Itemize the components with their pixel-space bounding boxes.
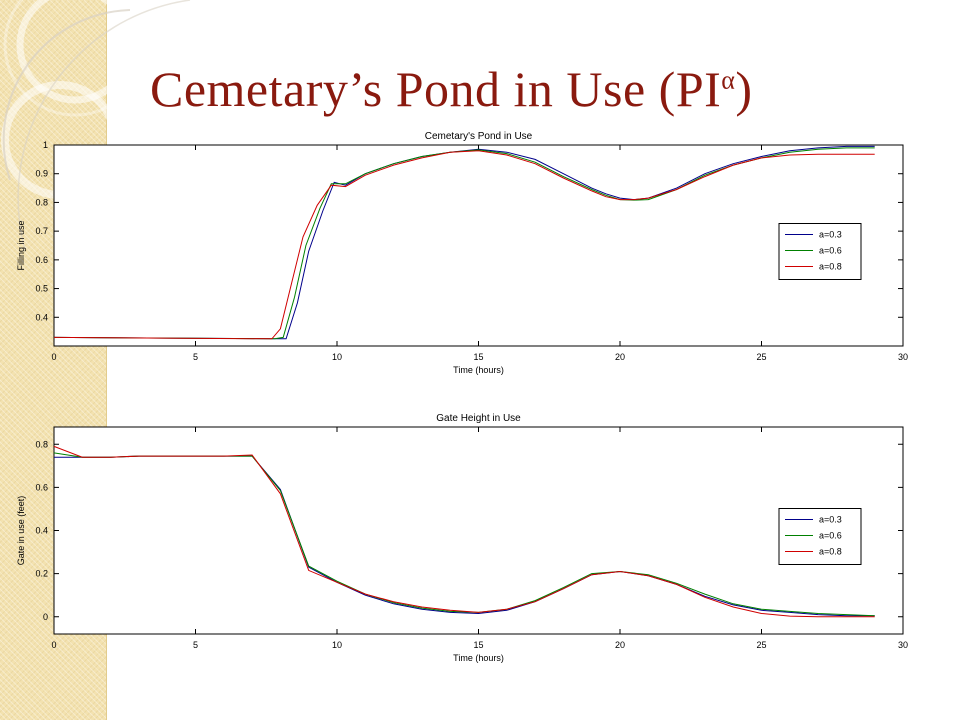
- y-tick-label: 0: [43, 612, 48, 622]
- y-tick-label: 0.2: [35, 569, 48, 579]
- y-tick-label: 0.6: [35, 255, 48, 265]
- y-tick-label: 1: [43, 140, 48, 150]
- legend-label: a=0.3: [819, 230, 842, 240]
- slide-title-superscript: α: [721, 65, 736, 95]
- y-tick-label: 0.8: [35, 439, 48, 449]
- legend-label: a=0.3: [819, 515, 842, 525]
- x-tick-label: 30: [898, 352, 908, 362]
- series-line-a=0.8: [53, 445, 875, 618]
- y-tick-label: 0.5: [35, 284, 48, 294]
- x-tick-label: 20: [615, 640, 625, 650]
- x-tick-label: 0: [51, 352, 56, 362]
- y-tick-label: 0.7: [35, 226, 48, 236]
- legend-box: [778, 508, 862, 565]
- legend-label: a=0.6: [819, 246, 842, 256]
- x-tick-label: 15: [473, 352, 483, 362]
- x-tick-label: 25: [756, 640, 766, 650]
- x-tick-label: 5: [193, 352, 198, 362]
- series-line-a=0.3: [53, 145, 875, 340]
- y-tick-label: 0.4: [35, 312, 48, 322]
- x-tick-label: 30: [898, 640, 908, 650]
- x-tick-label: 0: [51, 640, 56, 650]
- legend-box: [778, 223, 862, 280]
- y-axis-label: Filling in use: [16, 220, 26, 270]
- chart-pond-filling: 0 5 10 15 20 25 30 0.4 0.5 0.6 0.7 0.8 0.9 1 Cemetary'…: [16, 131, 908, 375]
- y-tick-label: 0.9: [35, 169, 48, 179]
- x-axis-label: Time (hours): [453, 653, 504, 663]
- x-tick-label: 5: [193, 640, 198, 650]
- chart-title: Gate Height in Use: [436, 413, 521, 424]
- legend-label: a=0.8: [819, 262, 842, 272]
- y-axis-label: Gate in use (feet): [16, 496, 26, 566]
- x-tick-label: 20: [615, 352, 625, 362]
- y-tick-label: 0.6: [35, 482, 48, 492]
- x-tick-label: 15: [473, 640, 483, 650]
- x-tick-label: 10: [332, 352, 342, 362]
- y-tick-label: 0.4: [35, 526, 48, 536]
- chart-title: Cemetary's Pond in Use: [425, 131, 533, 142]
- chart-gate-height: 0 5 10 15 20 25 30 0 0.2 0.4 0.6 0.8 Gate Height in …: [16, 413, 908, 663]
- x-axis-label: Time (hours): [453, 365, 504, 375]
- slide-title: Cemetary’s Pond in Use (PIα): [150, 60, 870, 118]
- slide-title-text: Cemetary’s Pond in Use (PI: [150, 61, 722, 117]
- x-tick-label: 25: [756, 352, 766, 362]
- slide-title-end: ): [735, 61, 753, 117]
- y-tick-label: 0.8: [35, 197, 48, 207]
- legend-label: a=0.6: [819, 531, 842, 541]
- legend-label: a=0.8: [819, 547, 842, 557]
- series-line-a=0.8: [53, 150, 875, 340]
- plot-area: [53, 144, 904, 347]
- x-tick-label: 10: [332, 640, 342, 650]
- plot-area: [53, 426, 904, 635]
